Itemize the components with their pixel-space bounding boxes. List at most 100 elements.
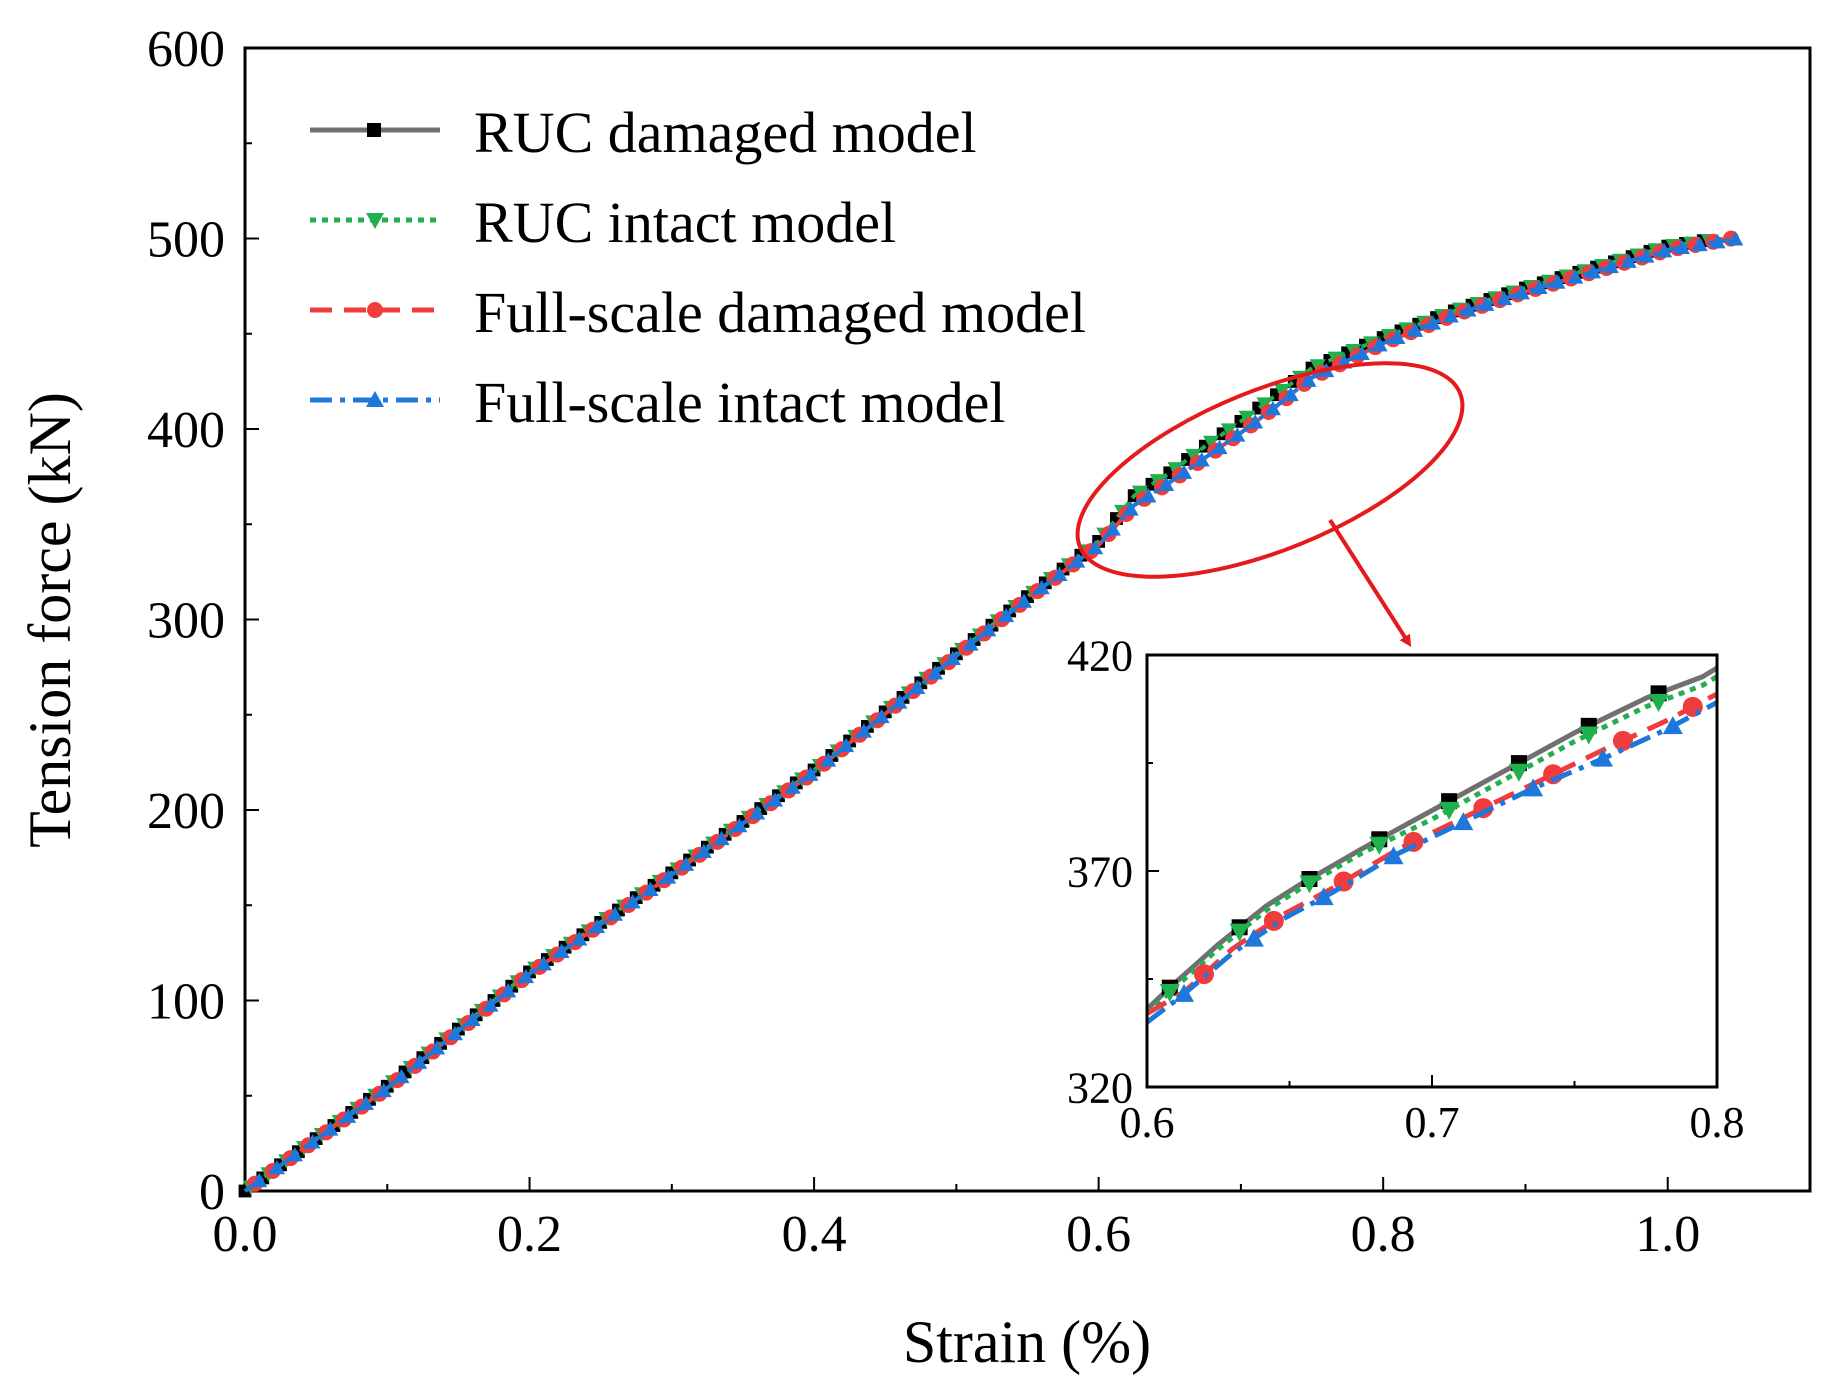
series-marker-full-scale-intact-model: [766, 792, 783, 807]
series-marker-full-scale-intact-model: [713, 830, 730, 846]
series-marker-full-scale-intact-model: [1673, 239, 1690, 255]
series-marker-full-scale-intact-model: [927, 665, 944, 680]
main-plot: 0.0 0.2 0.4 0.6 0.8 1.0 0 100 200 300 400 500 600 S…: [17, 21, 1812, 1375]
legend-label-ruc-intact: RUC intact model: [474, 190, 896, 255]
series-marker-full-scale-intact-model: [1549, 274, 1566, 289]
series-marker-full-scale-intact-model: [375, 1082, 392, 1098]
series-marker-full-scale-intact-model: [873, 708, 890, 724]
y-tick-label: 200: [147, 783, 225, 840]
series-marker-full-scale-intact-model: [1460, 302, 1477, 317]
series-marker-full-scale-intact-model: [1069, 553, 1086, 568]
series-marker-full-scale-intact-model: [820, 752, 837, 767]
legend-marker-triangle-up: [366, 391, 384, 407]
main-y-axis: 0 100 200 300 400 500 600: [147, 21, 259, 1221]
series-marker-full-scale-intact-model: [1229, 427, 1246, 442]
series-marker-full-scale-intact-model: [962, 636, 979, 651]
series-marker-full-scale-intact-model: [980, 621, 997, 637]
series-line-ruc-intact-model: [1147, 674, 1717, 1016]
series-marker-full-scale-intact-model: [1593, 748, 1613, 767]
series-markers-full-scale-intact-model: [251, 231, 1744, 1188]
legend-marker-circle: [367, 302, 383, 318]
series-marker-ruc-intact-model: [1439, 801, 1460, 820]
series-marker-full-scale-intact-model: [411, 1054, 428, 1069]
y-tick-label: 320: [1067, 1063, 1133, 1112]
series-marker-ruc-intact-model: [1203, 435, 1220, 451]
x-tick-label: 0.6: [1120, 1098, 1175, 1147]
series-marker-full-scale-intact-model: [1662, 716, 1683, 735]
series-line-full-scale-intact-model: [243, 236, 1740, 1193]
series-marker-full-scale-intact-model: [1247, 414, 1264, 429]
series-line-full-scale-intact-model: [1147, 700, 1717, 1025]
y-axis-title: Tension force (kN): [17, 392, 83, 848]
series-marker-full-scale-intact-model: [1211, 439, 1228, 455]
legend-marker-square: [367, 123, 381, 137]
series-marker-ruc-intact-model: [1369, 836, 1390, 855]
series-marker-full-scale-intact-model: [1389, 329, 1406, 344]
series-marker-full-scale-intact-model: [322, 1121, 339, 1136]
series-marker-full-scale-intact-model: [642, 881, 659, 897]
series-marker-full-scale-intact-model: [1727, 231, 1744, 246]
inset-plot: 0.6 0.7 0.8 320 370 420: [1067, 631, 1745, 1147]
series-marker-full-scale-intact-model: [891, 694, 908, 709]
series-marker-full-scale-intact-model: [1051, 566, 1068, 581]
series-marker-full-scale-intact-model: [1158, 476, 1175, 492]
series-marker-full-scale-intact-model: [1513, 284, 1530, 300]
series-marker-full-scale-intact-model: [1122, 501, 1139, 516]
series-marker-full-scale-intact-model: [1087, 539, 1104, 555]
main-series-group: [238, 230, 1744, 1198]
series-marker-ruc-intact-model: [1238, 410, 1255, 426]
series-marker-full-scale-intact-model: [838, 737, 855, 753]
series-marker-ruc-intact-model: [1220, 423, 1237, 438]
series-marker-full-scale-intact-model: [1300, 372, 1317, 387]
x-tick-label: 0.4: [782, 1206, 847, 1263]
series-marker-full-scale-intact-model: [1313, 887, 1334, 906]
x-tick-label: 0.2: [497, 1206, 562, 1263]
series-marker-full-scale-intact-model: [1442, 308, 1459, 323]
y-tick-label: 0: [199, 1164, 225, 1221]
series-marker-ruc-intact-model: [1648, 693, 1669, 712]
series-marker-full-scale-intact-model: [1174, 983, 1195, 1002]
x-tick-label: 0.0: [213, 1206, 278, 1263]
x-tick-label: 0.8: [1351, 1206, 1416, 1263]
x-axis-title: Strain (%): [903, 1309, 1151, 1375]
series-marker-full-scale-intact-model: [749, 805, 766, 820]
series-marker-full-scale-intact-model: [1638, 248, 1655, 263]
series-marker-full-scale-intact-model: [1104, 521, 1121, 536]
series-marker-full-scale-intact-model: [251, 1172, 268, 1188]
highlight-ellipse: [1075, 361, 1465, 579]
inset-series-group: [1147, 665, 1717, 1025]
series-marker-full-scale-intact-model: [1033, 579, 1050, 595]
main-x-axis: 0.0 0.2 0.4 0.6 0.8 1.0: [213, 1177, 1700, 1263]
x-tick-label: 1.0: [1635, 1206, 1700, 1263]
legend-entry-full-intact: Full-scale intact model: [310, 370, 1006, 435]
series-marker-ruc-intact-model: [1159, 983, 1180, 1002]
x-tick-label: 0.8: [1690, 1098, 1745, 1147]
series-marker-ruc-intact-model: [1274, 384, 1291, 399]
y-tick-label: 600: [147, 21, 225, 78]
series-marker-full-scale-intact-model: [589, 918, 606, 934]
series-marker-full-scale-intact-model: [1015, 593, 1032, 608]
series-marker-full-scale-damaged-model: [1263, 910, 1284, 931]
series-marker-full-scale-intact-model: [1371, 336, 1388, 352]
legend-label-full-damaged: Full-scale damaged model: [474, 280, 1086, 345]
series-marker-full-scale-intact-model: [446, 1025, 463, 1041]
series-marker-full-scale-intact-model: [1567, 269, 1584, 284]
series-marker-full-scale-intact-model: [1176, 464, 1192, 479]
x-tick-label: 0.7: [1405, 1098, 1460, 1147]
legend-entry-full-damaged: Full-scale damaged model: [310, 280, 1086, 345]
y-tick-label: 100: [147, 974, 225, 1031]
series-marker-full-scale-damaged-model: [1612, 730, 1633, 751]
series-marker-full-scale-intact-model: [802, 766, 819, 781]
series-marker-full-scale-intact-model: [660, 869, 677, 884]
series-marker-full-scale-intact-model: [553, 943, 570, 958]
series-marker-full-scale-intact-model: [998, 607, 1015, 623]
inset-background: [1147, 655, 1717, 1087]
series-markers-full-scale-intact-model: [1174, 716, 1683, 1002]
y-tick-label: 420: [1067, 631, 1133, 680]
series-marker-ruc-intact-model: [1578, 726, 1599, 745]
series-marker-full-scale-intact-model: [678, 856, 695, 871]
series-marker-full-scale-intact-model: [1140, 488, 1157, 503]
series-marker-full-scale-intact-model: [357, 1095, 374, 1110]
series-marker-full-scale-intact-model: [1282, 386, 1299, 402]
x-tick-label: 0.6: [1066, 1206, 1131, 1263]
